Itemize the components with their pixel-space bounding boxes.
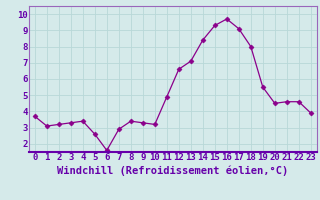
X-axis label: Windchill (Refroidissement éolien,°C): Windchill (Refroidissement éolien,°C) bbox=[57, 165, 288, 176]
